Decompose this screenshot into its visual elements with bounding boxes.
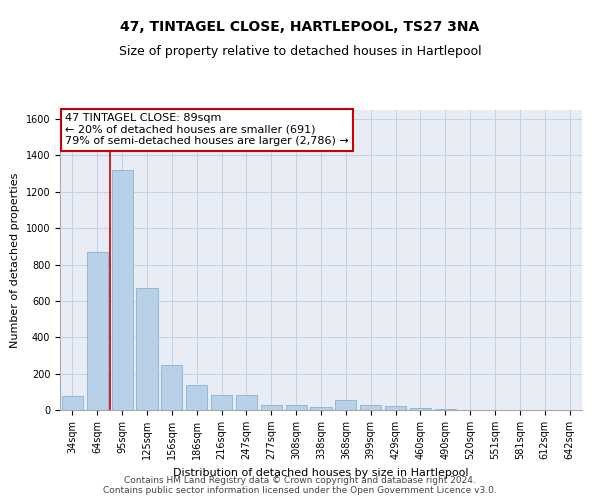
Text: 47, TINTAGEL CLOSE, HARTLEPOOL, TS27 3NA: 47, TINTAGEL CLOSE, HARTLEPOOL, TS27 3NA [121, 20, 479, 34]
Bar [236, 396, 257, 410]
Bar [261, 404, 282, 410]
Bar [410, 408, 431, 410]
Text: Size of property relative to detached houses in Hartlepool: Size of property relative to detached ho… [119, 45, 481, 58]
X-axis label: Distribution of detached houses by size in Hartlepool: Distribution of detached houses by size … [173, 468, 469, 477]
Bar [112, 170, 133, 410]
Y-axis label: Number of detached properties: Number of detached properties [10, 172, 20, 348]
Text: 47 TINTAGEL CLOSE: 89sqm
← 20% of detached houses are smaller (691)
79% of semi-: 47 TINTAGEL CLOSE: 89sqm ← 20% of detach… [65, 113, 349, 146]
Bar [335, 400, 356, 410]
Bar [211, 396, 232, 410]
Bar [435, 409, 456, 410]
Bar [310, 408, 332, 410]
Bar [286, 406, 307, 410]
Bar [360, 404, 381, 410]
Bar [385, 406, 406, 410]
Bar [87, 252, 108, 410]
Bar [161, 366, 182, 410]
Bar [186, 384, 207, 410]
Bar [62, 396, 83, 410]
Bar [136, 288, 158, 410]
Text: Contains HM Land Registry data © Crown copyright and database right 2024.
Contai: Contains HM Land Registry data © Crown c… [103, 476, 497, 495]
